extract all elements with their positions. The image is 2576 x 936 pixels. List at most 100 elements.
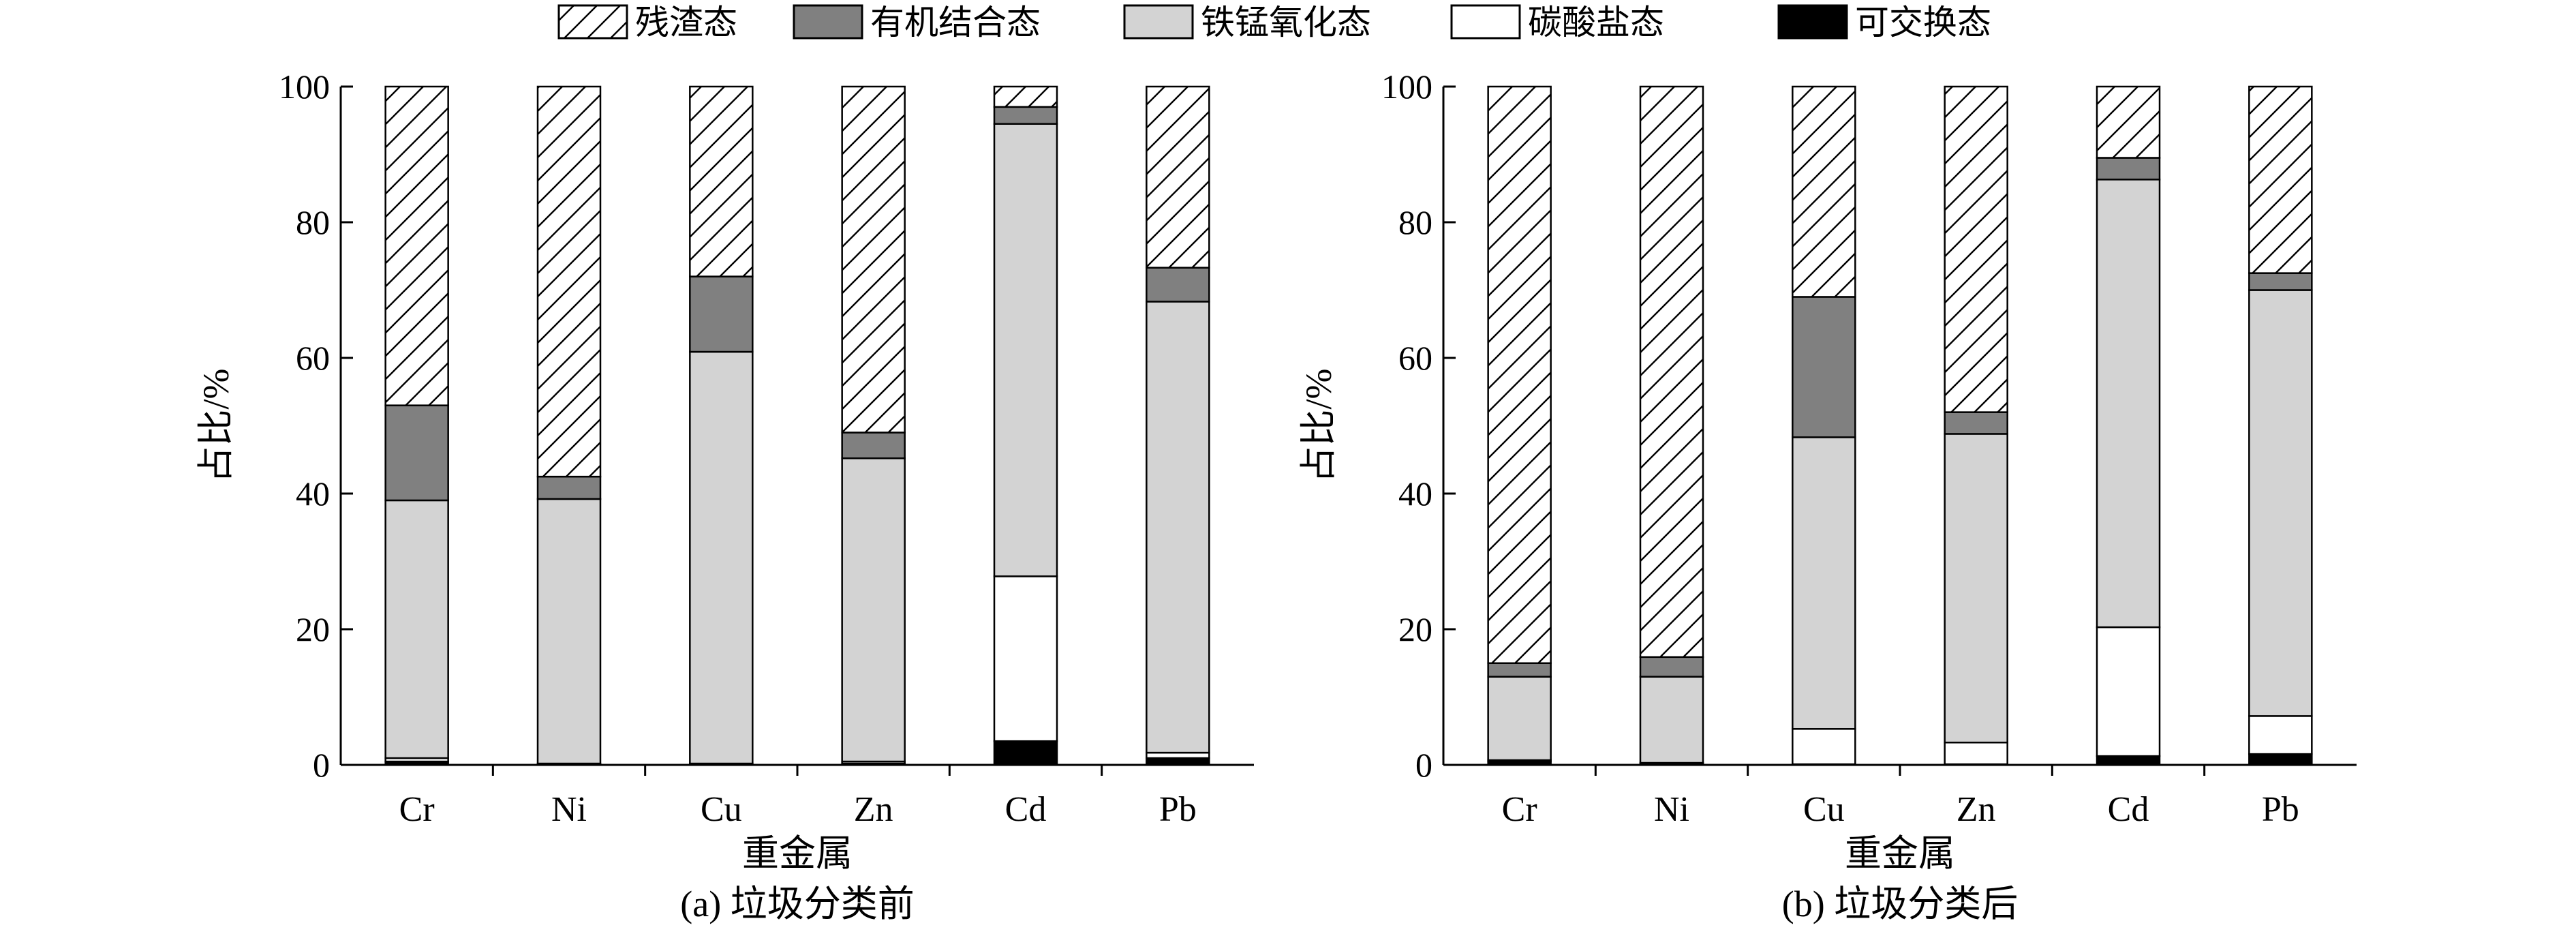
bar-segment-residual [1639, 85, 1704, 659]
legend-swatch-femn [1123, 4, 1194, 40]
bar-segment-femn [993, 123, 1058, 577]
bar-segment-carbonate [2248, 715, 2313, 755]
bar-pb [1146, 85, 1210, 766]
bar-segment-residual [536, 85, 602, 478]
bar-segment-organic [384, 404, 449, 502]
legend-item-exchangeable: 可交换态 [1777, 3, 1991, 42]
bar-segment-exchangeable [2248, 753, 2313, 766]
bar-segment-exchangeable [993, 740, 1058, 766]
bar-segment-organic [993, 106, 1058, 125]
legend-swatch-organic [793, 4, 863, 40]
legend-swatch-carbonate [1450, 4, 1521, 40]
panel-a: 0 20 40 60 80 100 Cr Ni Cu Zn Cd Pb 占比/% 重金属 (a) 垃圾分类前 [196, 67, 1254, 924]
bar-segment-femn [1639, 676, 1704, 764]
bar-cr [1487, 85, 1552, 766]
y-tick-label: 100 [279, 67, 330, 106]
bar-segment-femn [1146, 301, 1210, 754]
y-tick-label: 40 [296, 474, 330, 513]
legend: 残渣态 有机结合态 铁锰氧化态 碳酸盐态 可交换态 [557, 3, 1991, 42]
legend-label-carbonate: 碳酸盐态 [1528, 3, 1664, 42]
legend-item-organic: 有机结合态 [793, 3, 1041, 42]
bar-segment-organic [841, 432, 906, 459]
bar-segment-residual [384, 85, 449, 406]
legend-label-exchangeable: 可交换态 [1855, 3, 1991, 42]
bar-segment-organic [2096, 157, 2161, 181]
x-tick-label: Cr [1502, 790, 1537, 829]
bar-segment-residual [2096, 85, 2161, 159]
x-tick-label: Zn [854, 790, 893, 829]
bar-segment-organic [1146, 267, 1210, 303]
bar-segment-femn [1944, 433, 2008, 744]
bar-cd [993, 85, 1058, 766]
panel-b: 0 20 40 60 80 100 Cr Ni Cu Zn Cd Pb 占比/% 重金属 (b) 垃圾分类后 [1298, 67, 2357, 924]
x-tick-label: Pb [1159, 790, 1197, 829]
bar-segment-femn [1487, 676, 1552, 761]
bar-ni [1639, 85, 1704, 766]
legend-label-organic: 有机结合态 [870, 3, 1041, 42]
panel-caption: (b) 垃圾分类后 [1782, 884, 2018, 924]
bar-segment-residual [841, 85, 906, 434]
bar-segment-organic [1487, 662, 1552, 678]
bar-segment-residual [1944, 85, 2008, 413]
y-tick-label: 20 [1398, 610, 1432, 648]
bar-segment-organic [1639, 656, 1704, 678]
bar-cd [2096, 85, 2161, 766]
bar-segment-femn [841, 457, 906, 763]
legend-swatch-exchangeable [1777, 4, 1848, 40]
legend-swatch-residual [557, 4, 628, 40]
bar-zn [1944, 85, 2008, 766]
bar-segment-femn [536, 498, 602, 765]
bar-zn [841, 85, 906, 766]
y-tick-label: 20 [296, 610, 330, 648]
y-tick-label: 60 [296, 339, 330, 377]
x-tick-label: Cu [701, 790, 742, 829]
y-tick-label: 60 [1398, 339, 1432, 377]
legend-item-residual: 残渣态 [557, 3, 737, 42]
legend-label-femn: 铁锰氧化态 [1201, 3, 1371, 42]
x-tick-label: Pb [2262, 790, 2299, 829]
bar-ni [536, 85, 602, 766]
y-axis-title: 占比/% [196, 369, 236, 483]
panel-caption: (a) 垃圾分类前 [680, 884, 914, 924]
bar-segment-organic [1792, 296, 1856, 438]
y-tick-label: 0 [313, 746, 330, 784]
bar-segment-organic [2248, 272, 2313, 291]
x-tick-label: Cr [399, 790, 435, 829]
bar-segment-carbonate [993, 575, 1058, 742]
x-tick-label: Ni [1654, 790, 1689, 829]
bar-segment-femn [2096, 179, 2161, 629]
x-tick-label: Ni [551, 790, 587, 829]
bar-segment-residual [993, 85, 1058, 108]
bar-cu [689, 85, 754, 766]
legend-label-residual: 残渣态 [635, 3, 737, 42]
bar-segment-residual [1792, 85, 1856, 298]
x-axis-title: 重金属 [742, 833, 853, 874]
bar-segment-femn [2248, 289, 2313, 717]
bar-segment-femn [1792, 436, 1856, 730]
bar-pb [2248, 85, 2313, 766]
bar-segment-residual [1146, 85, 1210, 269]
bar-segment-exchangeable [2096, 755, 2161, 766]
y-tick-label: 100 [1381, 67, 1432, 106]
bar-segment-residual [2248, 85, 2313, 274]
bar-segment-carbonate [2096, 626, 2161, 757]
bar-segment-femn [384, 499, 449, 759]
bar-segment-organic [1944, 411, 2008, 435]
x-tick-label: Cd [2108, 790, 2149, 829]
x-axis-title: 重金属 [1845, 833, 1955, 874]
x-tick-label: Zn [1957, 790, 1996, 829]
bar-cu [1792, 85, 1856, 766]
y-tick-label: 80 [296, 203, 330, 241]
legend-item-femn: 铁锰氧化态 [1123, 3, 1371, 42]
bar-segment-residual [1487, 85, 1552, 664]
bar-segment-carbonate [1792, 728, 1856, 766]
bar-segment-femn [689, 350, 754, 765]
y-tick-label: 0 [1415, 746, 1432, 784]
y-tick-label: 40 [1398, 474, 1432, 513]
x-tick-label: Cd [1005, 790, 1047, 829]
bar-segment-carbonate [1944, 741, 2008, 766]
y-axis-title: 占比/% [1298, 369, 1339, 483]
bar-cr [384, 85, 449, 766]
panels: 0 20 40 60 80 100 Cr Ni Cu Zn Cd Pb 占比/% 重金属 (a) 垃圾分类前… [196, 67, 2357, 924]
